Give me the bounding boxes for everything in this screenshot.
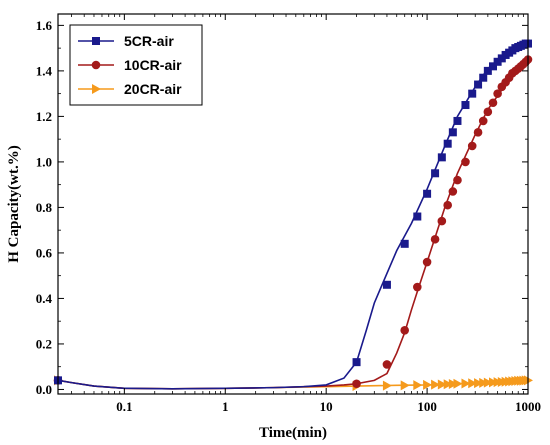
data-point-10cr-air: [400, 325, 410, 335]
data-point-10cr-air: [413, 282, 422, 292]
series-line-10cr-air: [57, 58, 529, 390]
y-tick-label: 1.4: [36, 63, 53, 78]
data-point-5cr-air: [461, 101, 470, 110]
legend-marker-5cr-air: [92, 37, 100, 45]
data-point-10cr-air: [352, 379, 361, 389]
y-tick-label: 0.0: [36, 382, 52, 397]
data-point-20cr-air: [479, 377, 489, 388]
x-axis-title: Time(min): [259, 425, 327, 441]
data-point-10cr-air: [437, 216, 447, 226]
data-point-10cr-air: [448, 187, 458, 196]
series-5cr-air: [54, 39, 532, 390]
data-point-10cr-air: [493, 89, 502, 98]
data-point-5cr-air: [448, 128, 457, 137]
data-point-10cr-air: [422, 257, 432, 267]
data-point-20cr-air: [431, 379, 441, 390]
series-20cr-air: [54, 375, 533, 392]
x-tick-label: 0.1: [116, 399, 132, 414]
legend: 5CR-air 10CR-air 20CR-air: [69, 24, 203, 106]
data-point-10cr-air: [461, 157, 470, 167]
data-point-20cr-air: [461, 378, 471, 389]
x-tick-label: 1: [222, 399, 229, 414]
data-point-20cr-air: [443, 379, 453, 390]
data-point-5cr-air: [437, 153, 446, 162]
y-tick-label: 0.8: [36, 200, 53, 215]
data-point-10cr-air: [467, 141, 477, 151]
legend-label-5cr-air: 5CR-air: [124, 33, 174, 49]
data-point-10cr-air: [483, 107, 493, 117]
y-axis-title: H Capacity(wt.%): [6, 145, 22, 262]
data-point-10cr-air: [488, 98, 498, 108]
legend-marker-20cr-air: [92, 84, 101, 94]
data-point-5cr-air: [479, 73, 488, 82]
data-point-5cr-air: [489, 62, 498, 71]
y-tick-label: 0.4: [36, 291, 53, 306]
data-point-20cr-air: [489, 377, 499, 388]
data-point-10cr-air: [430, 234, 440, 244]
data-point-20cr-air: [453, 378, 463, 389]
legend-marker-10cr-air: [91, 60, 101, 70]
data-point-5cr-air: [400, 239, 409, 248]
data-point-5cr-air: [474, 80, 483, 89]
data-point-20cr-air: [400, 380, 410, 391]
data-point-5cr-air: [443, 139, 452, 148]
data-point-10cr-air: [382, 360, 392, 369]
data-point-5cr-air: [493, 57, 502, 66]
y-tick-label: 0.2: [36, 336, 52, 351]
data-point-5cr-air: [382, 280, 391, 289]
data-point-20cr-air: [448, 378, 458, 389]
data-point-10cr-air: [478, 116, 488, 126]
y-tick-label: 0.6: [36, 245, 53, 260]
series-layer: [53, 39, 533, 392]
data-point-5cr-air: [483, 66, 492, 75]
data-point-5cr-air: [468, 89, 477, 98]
data-point-20cr-air: [474, 378, 484, 389]
y-tick-label: 1.2: [36, 109, 52, 124]
x-tick-label: 1000: [515, 399, 541, 414]
data-point-20cr-air: [413, 380, 423, 391]
x-tick-label: 100: [417, 399, 437, 414]
x-tick-label: 10: [320, 399, 333, 414]
data-point-20cr-air: [437, 379, 447, 390]
legend-label-20cr-air: 20CR-air: [124, 81, 182, 97]
ticks-layer: 0.1 1 10 100 1000 0.0 0.2 0.4 0.6 0.8 1.0 1.2 1.4 1.6: [36, 14, 541, 414]
data-point-5cr-air: [453, 116, 462, 125]
data-point-5cr-air: [431, 169, 440, 178]
y-tick-label: 1.0: [36, 154, 52, 169]
data-point-20cr-air: [423, 379, 433, 390]
plot-frame: [57, 13, 529, 395]
data-point-5cr-air: [423, 189, 432, 198]
data-point-10cr-air: [473, 128, 483, 137]
data-point-20cr-air: [382, 380, 392, 391]
data-point-20cr-air: [483, 377, 493, 388]
data-point-5cr-air: [413, 212, 422, 221]
data-point-10cr-air: [443, 200, 452, 210]
legend-label-10cr-air: 10CR-air: [124, 57, 182, 73]
y-tick-label: 1.6: [36, 18, 53, 33]
data-point-10cr-air: [453, 175, 462, 185]
data-point-20cr-air: [468, 378, 478, 389]
data-point-5cr-air: [352, 358, 361, 367]
